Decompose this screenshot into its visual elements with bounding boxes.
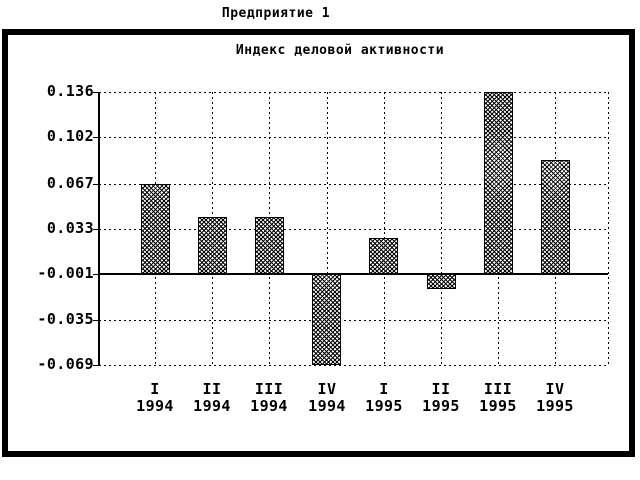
y-tick-label: 0.067 (46, 174, 94, 192)
x-category-label: III 1995 (479, 380, 517, 415)
x-category-label: III 1994 (250, 380, 288, 415)
x-category-label: II 1995 (422, 380, 460, 415)
x-category-label: I 1994 (136, 380, 174, 415)
x-category-label: II 1994 (193, 380, 231, 415)
y-axis-tick (93, 320, 98, 321)
y-axis-tick (93, 274, 98, 275)
y-tick-label: -0.035 (37, 310, 94, 328)
bar (369, 238, 398, 274)
y-axis-tick (93, 137, 98, 138)
bar (198, 217, 227, 274)
y-tick-label: 0.102 (46, 127, 94, 145)
y-tick-label: -0.069 (37, 355, 94, 373)
bar (312, 274, 341, 365)
window-frame (2, 29, 635, 457)
bar (141, 184, 170, 274)
baseline (99, 273, 608, 275)
gridline-h (99, 184, 608, 185)
gridline-v (384, 92, 385, 366)
gridline-v (327, 92, 328, 366)
bar (255, 217, 284, 274)
y-axis-tick (93, 92, 98, 93)
gridline-h (99, 92, 608, 93)
x-category-label: IV 1995 (536, 380, 574, 415)
gridline-v (441, 92, 442, 366)
bar (541, 160, 570, 274)
y-tick-label: 0.033 (46, 219, 94, 237)
y-tick-label: 0.136 (46, 82, 94, 100)
gridline-v (608, 92, 609, 366)
y-axis-line (98, 92, 100, 366)
gridline-h (99, 229, 608, 230)
y-axis-tick (93, 184, 98, 185)
x-category-label: I 1995 (365, 380, 403, 415)
y-axis-tick (93, 229, 98, 230)
x-category-label: IV 1994 (308, 380, 346, 415)
bar (427, 274, 456, 289)
gridline-h (99, 137, 608, 138)
bar (484, 92, 513, 274)
app-title: Предприятие 1 (221, 6, 331, 21)
y-tick-label: -0.001 (37, 264, 94, 282)
gridline-h (99, 365, 608, 366)
y-axis-tick (93, 365, 98, 366)
gridline-h (99, 320, 608, 321)
chart-title: Индекс деловой активности (235, 43, 445, 58)
